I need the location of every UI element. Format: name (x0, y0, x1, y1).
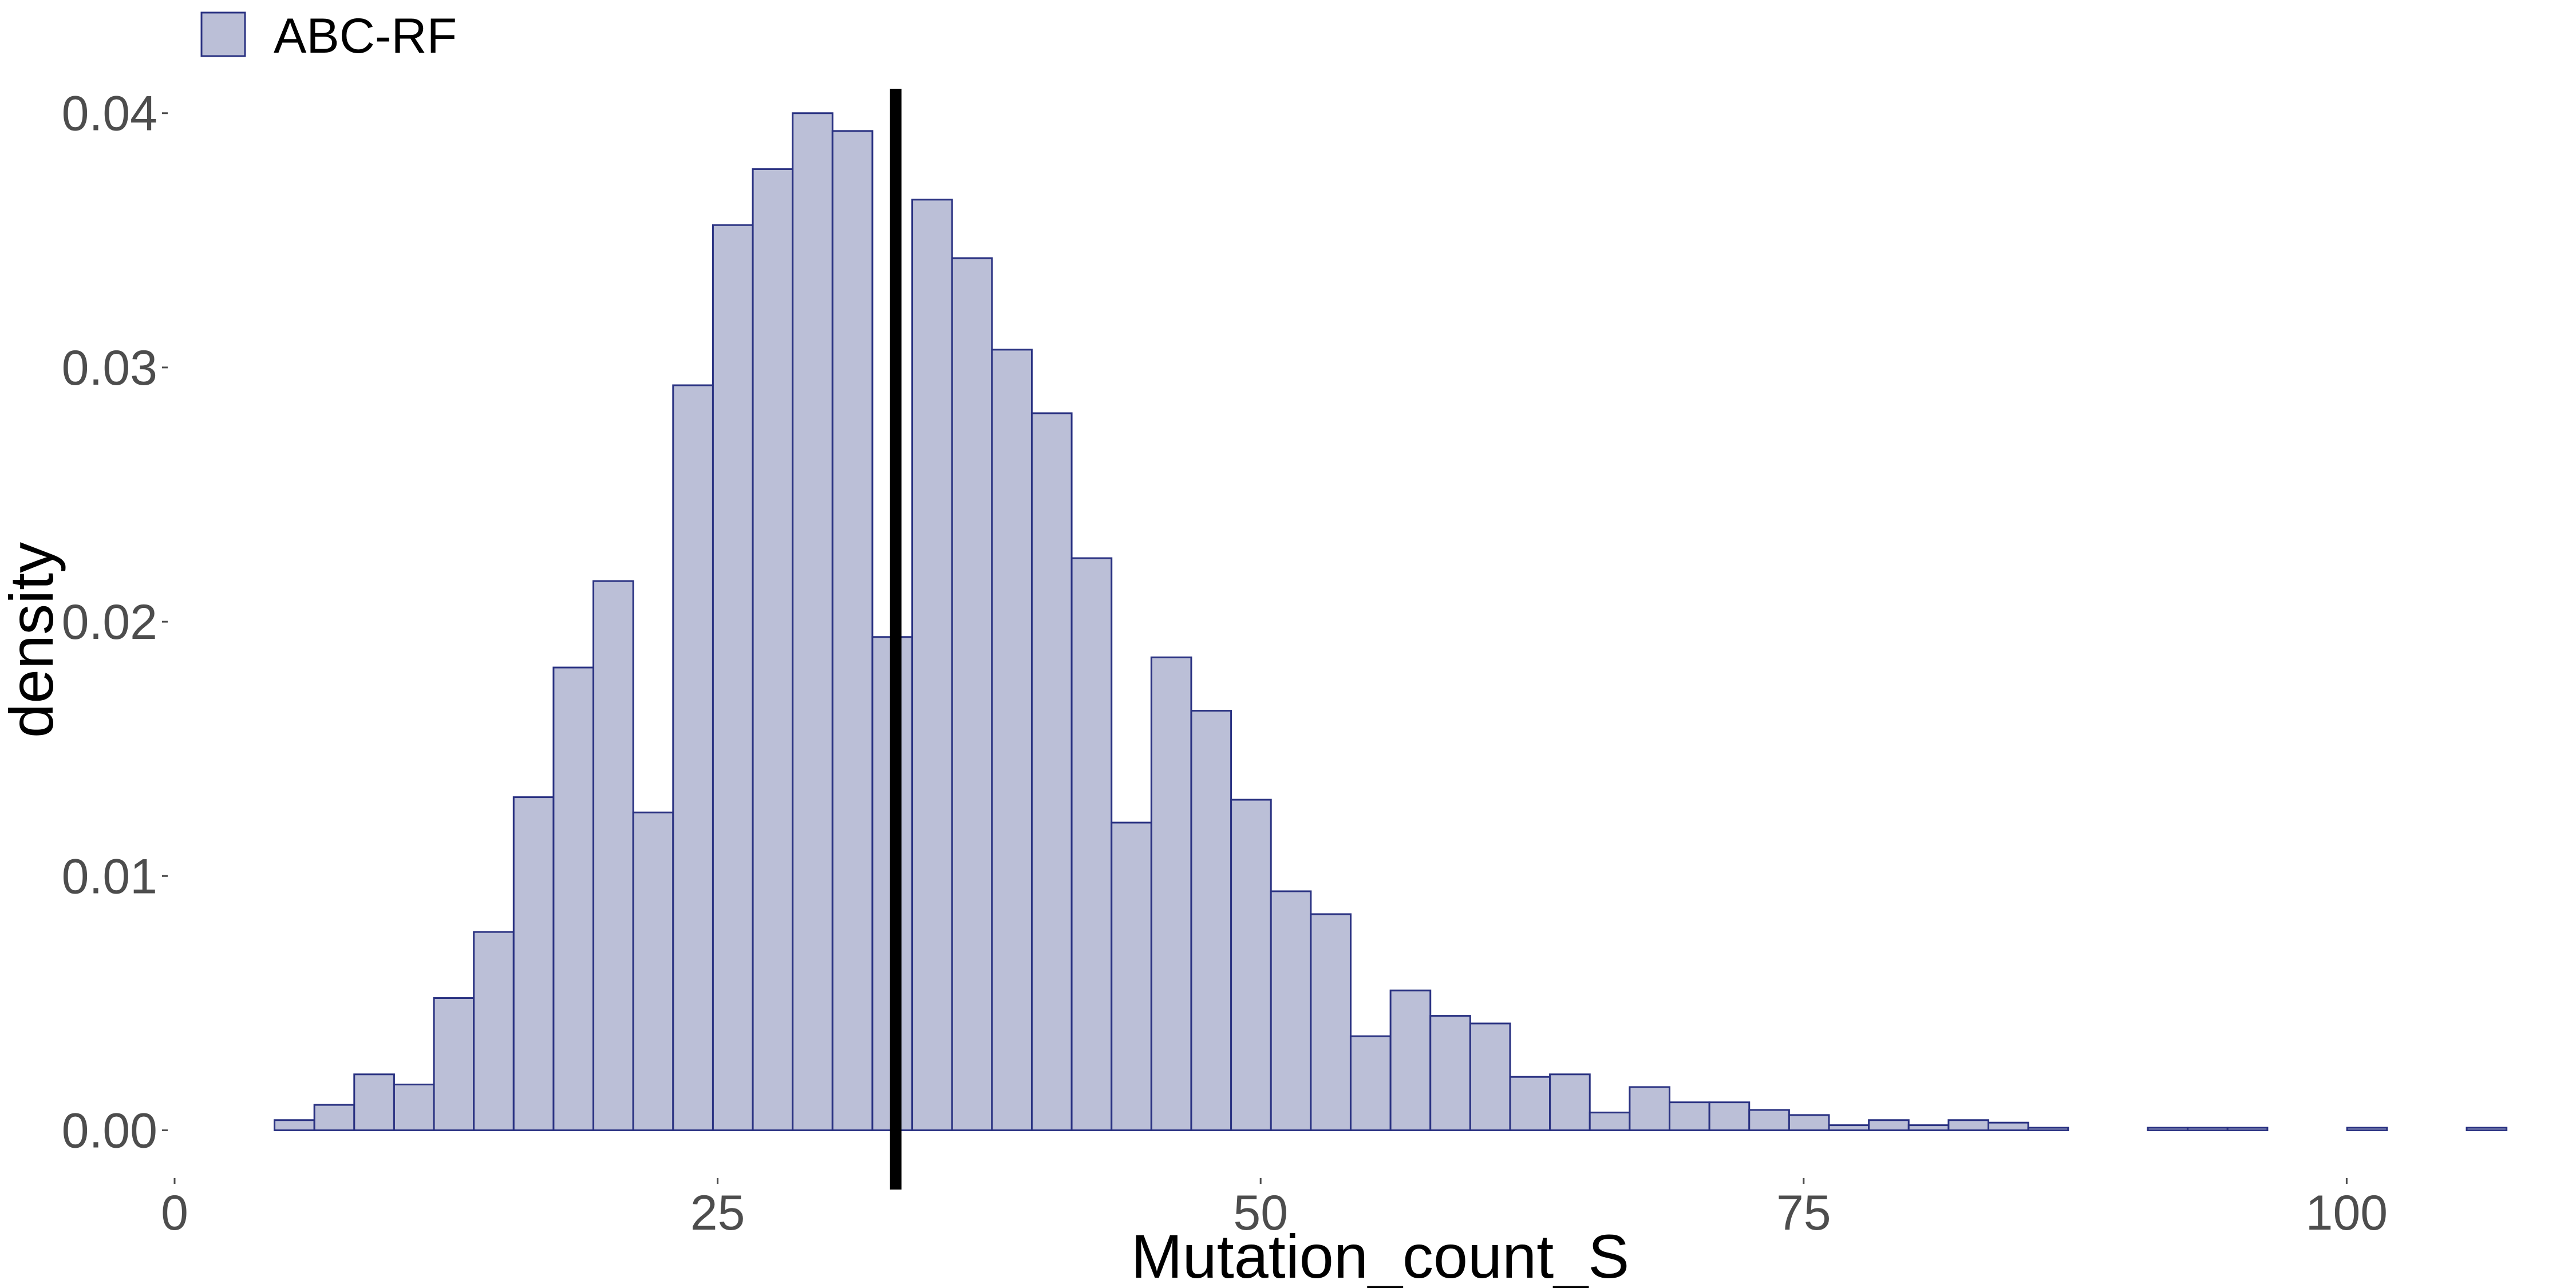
histogram-bar (1389, 989, 1432, 1131)
histogram-bar (1549, 1073, 1591, 1131)
histogram-bar (1190, 710, 1232, 1131)
histogram-bar (1509, 1076, 1551, 1131)
y-tick-label: 0.04 (62, 86, 157, 141)
histogram-bar (1668, 1101, 1710, 1131)
histogram-bar (2226, 1127, 2269, 1131)
histogram-bars (274, 112, 2508, 1131)
histogram-bar (672, 384, 714, 1131)
histogram-bar (592, 580, 634, 1131)
histogram-bar (1708, 1101, 1751, 1131)
legend-key-abc-rf (200, 11, 246, 57)
histogram-bar (911, 199, 953, 1131)
histogram-bar (433, 997, 475, 1131)
histogram-bar (1748, 1109, 1790, 1131)
histogram-bar (2147, 1127, 2189, 1131)
y-tick-label: 0.02 (62, 595, 157, 650)
histogram-bar (1469, 1022, 1511, 1131)
histogram-bar (831, 130, 874, 1131)
histogram-bar (473, 931, 515, 1131)
histogram-bar (1788, 1114, 1830, 1131)
histogram-bar (512, 796, 555, 1131)
histogram-bar (1150, 656, 1192, 1131)
x-tick-label: 0 (161, 1186, 188, 1240)
x-axis-title: Mutation_count_S (1131, 1222, 1630, 1288)
y-axis-title: density (0, 542, 66, 738)
y-tick-label: 0.01 (62, 849, 157, 904)
histogram-bar (1828, 1124, 1870, 1131)
y-tick-label: 0.03 (62, 341, 157, 396)
histogram-bar (792, 112, 833, 1131)
histogram-bar (1030, 412, 1073, 1131)
histogram-bar (1589, 1111, 1631, 1131)
histogram-bar (632, 811, 674, 1131)
histogram-bar (2187, 1127, 2229, 1131)
histogram-bar (2027, 1127, 2069, 1131)
histogram-bar (313, 1104, 355, 1131)
legend-label-abc-rf: ABC-RF (274, 9, 457, 64)
y-axis: 0.00 0.01 0.02 0.03 0.04 (62, 86, 168, 1158)
x-tick-label: 25 (690, 1186, 745, 1240)
histogram-bar (393, 1084, 435, 1131)
x-tick-label: 50 (1233, 1186, 1288, 1240)
histogram-bar (1629, 1086, 1670, 1131)
histogram-bar (1988, 1121, 2029, 1131)
histogram-bar (274, 1119, 315, 1131)
histogram-bar (1868, 1119, 1910, 1131)
histogram-bar (1070, 557, 1113, 1131)
histogram-bar (353, 1073, 395, 1131)
histogram-bar (712, 224, 754, 1131)
histogram-bar (1947, 1119, 1990, 1131)
y-tick-label: 0.00 (62, 1103, 157, 1158)
histogram-bar (752, 168, 794, 1131)
histogram-bar (1907, 1124, 1950, 1131)
histogram-bar (1310, 913, 1352, 1131)
histogram-bar (1111, 821, 1152, 1131)
histogram-bar (1349, 1035, 1392, 1131)
histogram-bar (2346, 1127, 2388, 1131)
histogram-bar (1429, 1015, 1471, 1131)
histogram-bar (552, 666, 595, 1131)
histogram-bar (951, 257, 993, 1131)
x-tick-label: 75 (1776, 1186, 1831, 1240)
x-tick-label: 100 (2306, 1186, 2388, 1240)
histogram-bar (1230, 799, 1272, 1131)
histogram-bar (991, 349, 1033, 1131)
histogram-bar (1270, 890, 1312, 1131)
x-axis: 0 25 50 75 100 (161, 1178, 2388, 1240)
histogram-bar (2466, 1127, 2508, 1131)
legend: ABC-RF (200, 9, 457, 64)
